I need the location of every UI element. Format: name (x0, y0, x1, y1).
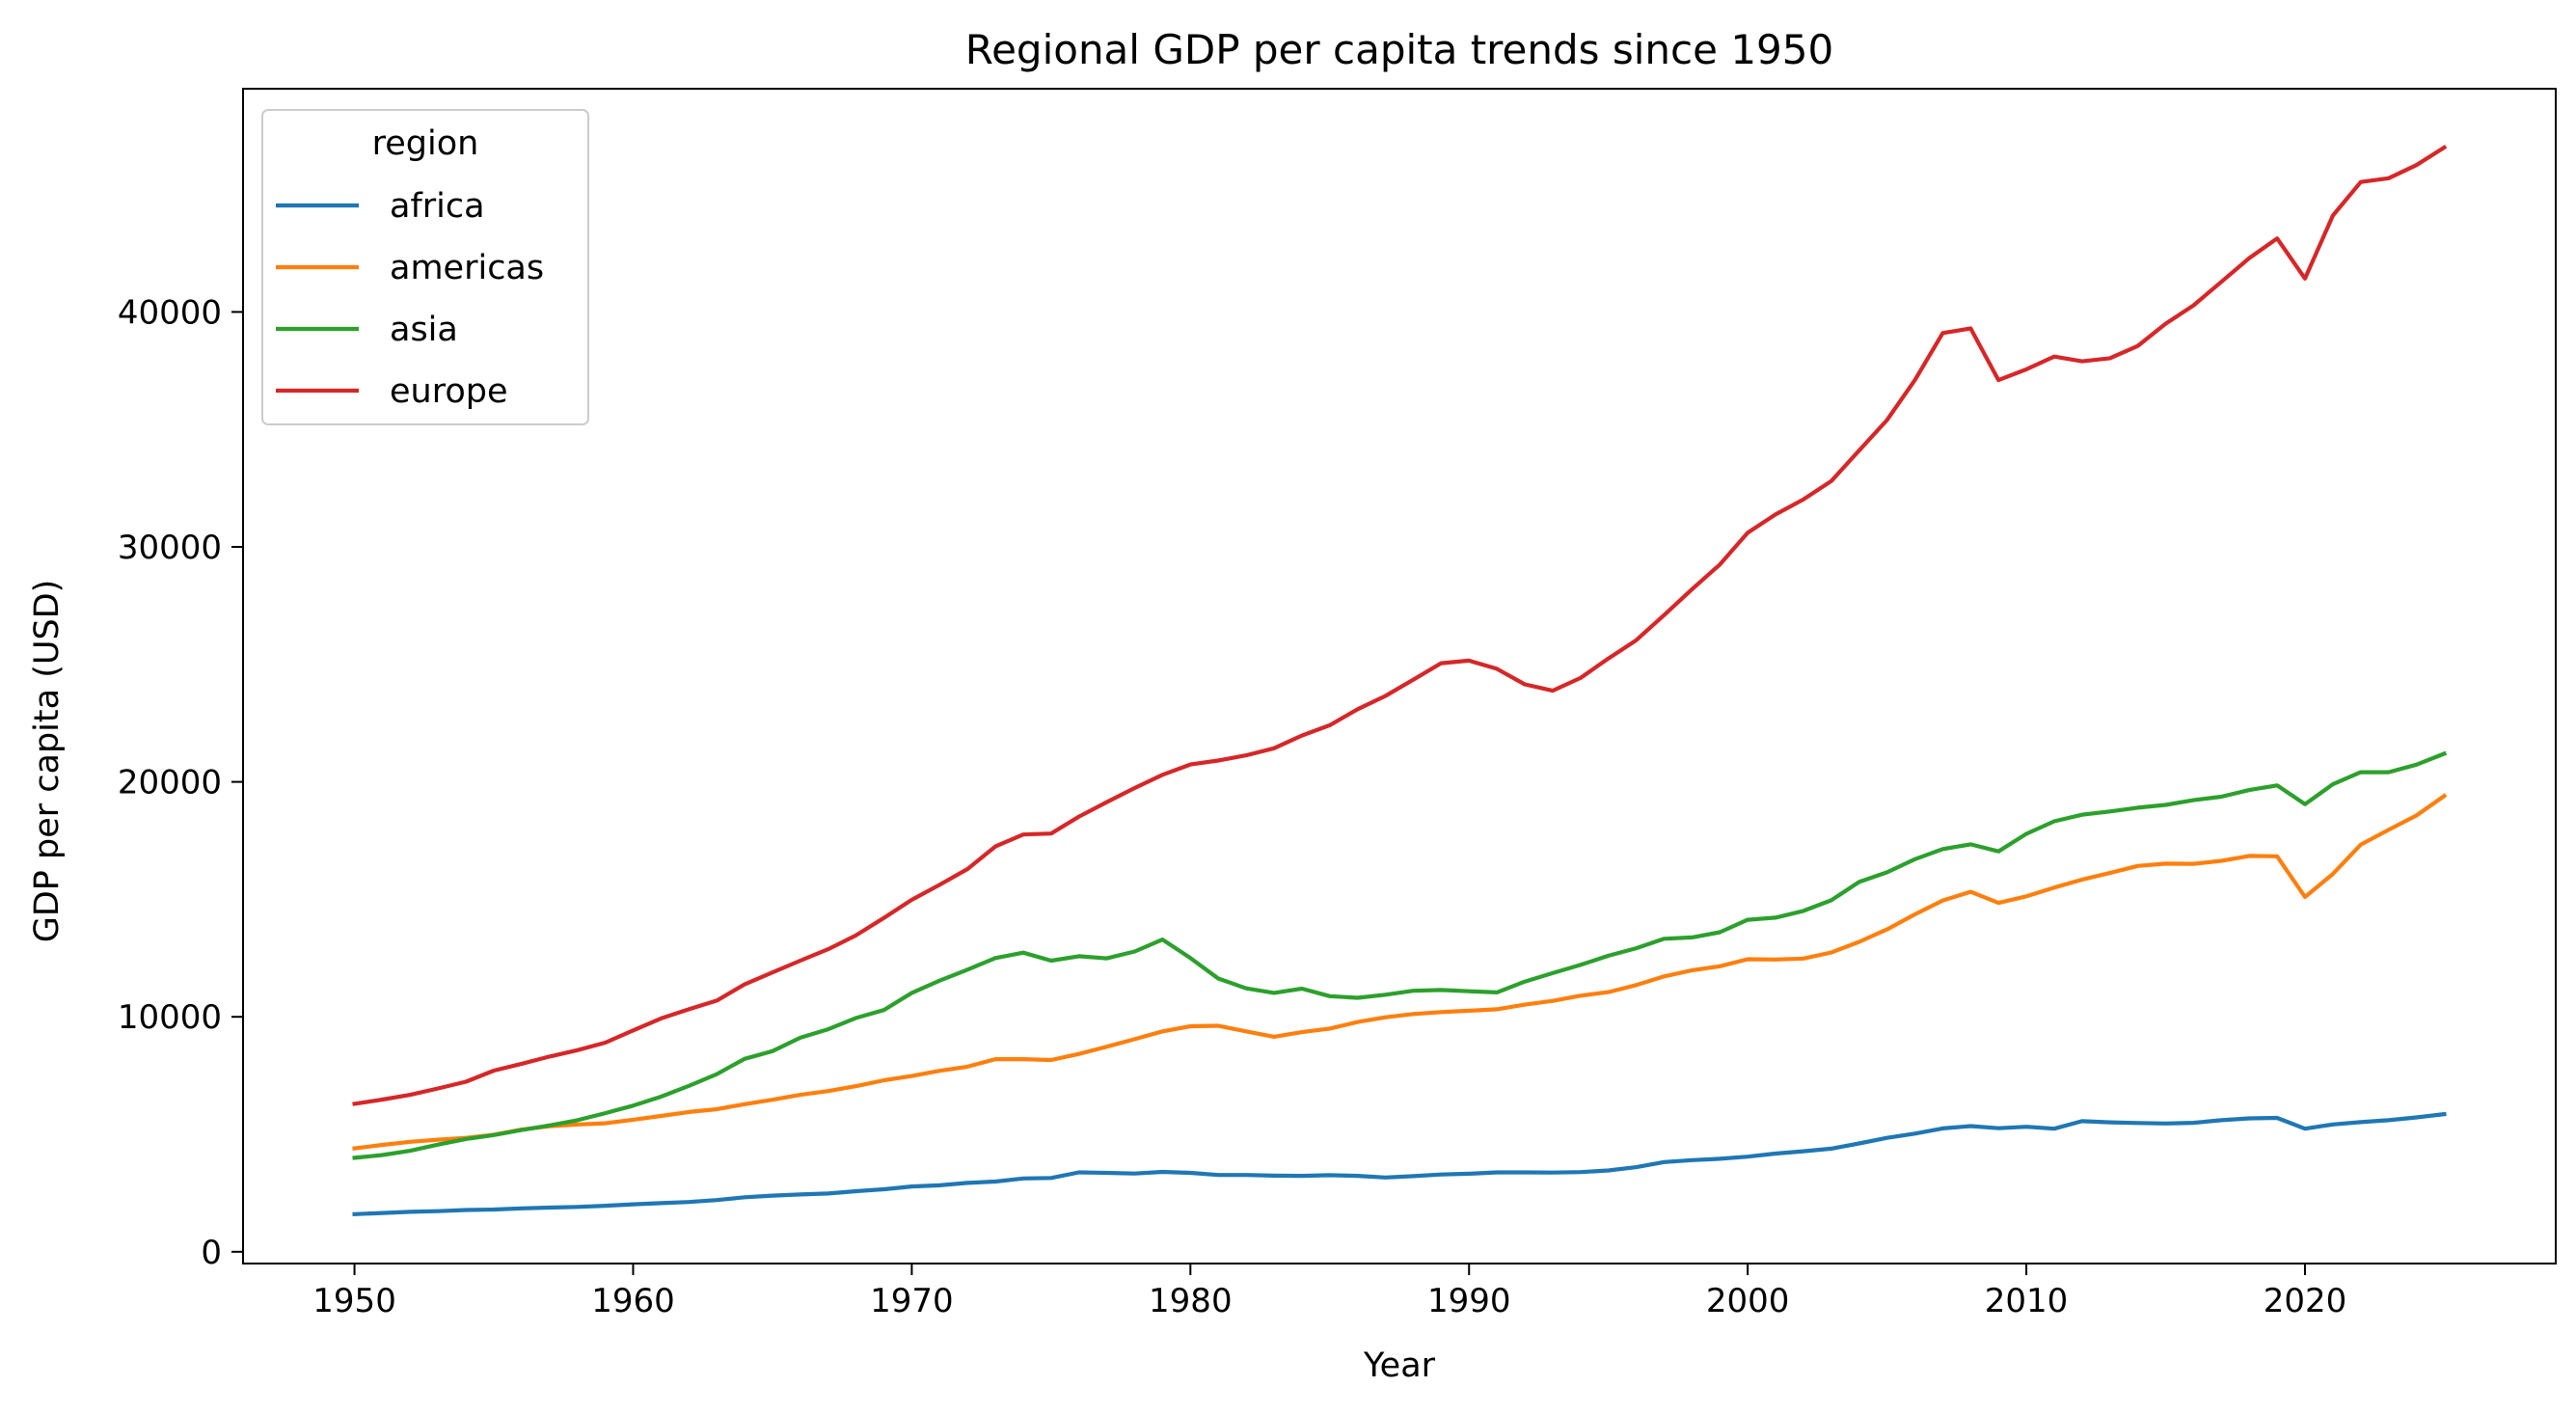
x-tick-label: 2020 (2264, 1282, 2347, 1320)
x-tick-label: 1970 (870, 1282, 954, 1320)
legend-label-africa: africa (390, 187, 485, 226)
series-line-europe (352, 145, 2448, 1106)
y-tick-label: 0 (201, 1234, 222, 1272)
axes-frame (242, 88, 2557, 1264)
series-line-americas (352, 793, 2448, 1151)
x-tick-label: 1990 (1427, 1282, 1511, 1320)
x-tick-label: 2010 (1985, 1282, 2069, 1320)
x-tick-label: 1950 (312, 1282, 396, 1320)
legend: region africa americas asia europe (261, 109, 589, 425)
x-tick-label: 1980 (1149, 1282, 1233, 1320)
y-tick-label: 40000 (118, 293, 222, 332)
legend-box (261, 109, 589, 425)
legend-label-americas: americas (390, 249, 544, 287)
x-tick-label: 2000 (1706, 1282, 1790, 1320)
series-line-asia (352, 750, 2448, 1160)
series-line-africa (352, 1111, 2447, 1216)
legend-label-asia: asia (390, 311, 458, 349)
axes: 1950 1960 1970 1980 1990 2000 2010 2020 0 10000 20… (118, 88, 2557, 1320)
x-axis-label: Year (1363, 1346, 1436, 1385)
legend-title: region (372, 124, 479, 163)
y-tick-label: 20000 (118, 764, 222, 802)
x-tick-label: 1960 (591, 1282, 675, 1320)
y-axis-label: GDP per capita (USD) (28, 580, 67, 943)
chart-title: Regional GDP per capita trends since 195… (965, 26, 1833, 73)
y-tick-label: 10000 (118, 998, 222, 1037)
legend-label-europe: europe (390, 372, 508, 411)
plot-area (352, 145, 2448, 1216)
y-tick-label: 30000 (118, 529, 222, 567)
